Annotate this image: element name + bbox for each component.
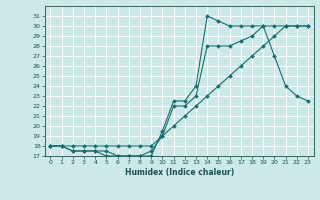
- X-axis label: Humidex (Indice chaleur): Humidex (Indice chaleur): [124, 168, 234, 177]
